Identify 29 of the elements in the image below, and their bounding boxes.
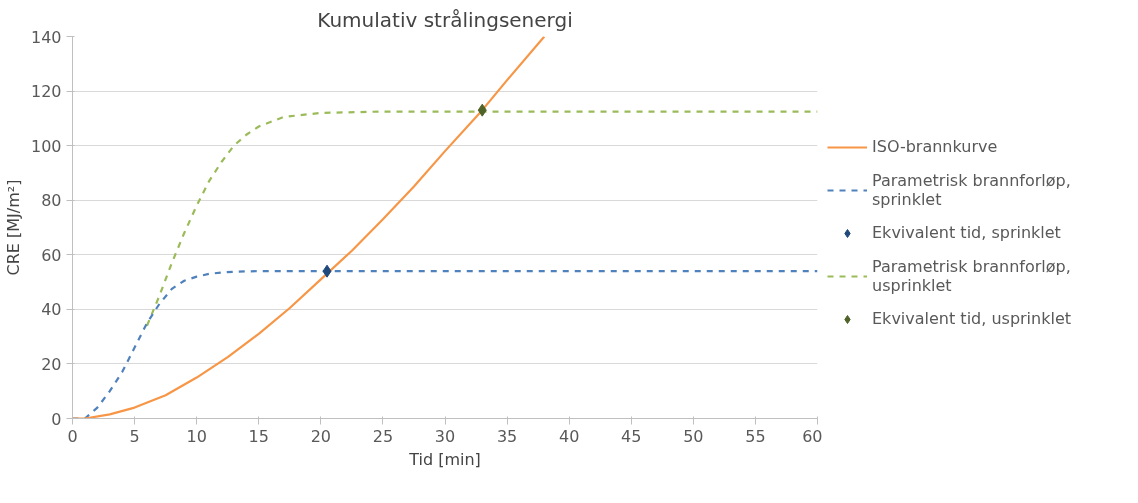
x-tick-label: 35 — [496, 426, 518, 446]
y-axis-title: CRE [MJ/m²] — [3, 179, 23, 276]
x-axis-title: Tid [min] — [408, 449, 481, 469]
x-tick-label: 50 — [683, 426, 704, 446]
legend-label: Parametrisk brannforløp, usprinklet — [872, 256, 1071, 295]
y-tick-label: 100 — [30, 136, 62, 156]
x-tick-label: 40 — [558, 426, 580, 446]
x-tick-label: 25 — [372, 426, 394, 446]
x-tick-label: 20 — [310, 426, 332, 446]
legend-label: Ekvivalent tid, sprinklet — [872, 223, 1061, 242]
x-tick-label: 45 — [621, 426, 642, 446]
x-tick-label: 15 — [248, 426, 269, 446]
x-tick-label: 5 — [129, 426, 140, 446]
x-tick-label: 0 — [67, 426, 78, 446]
legend-label: Ekvivalent tid, usprinklet — [872, 309, 1072, 328]
legend-label: Parametrisk brannforløp, sprinklet — [872, 170, 1071, 209]
x-tick-label: 10 — [186, 426, 207, 446]
y-tick-label: 40 — [41, 300, 62, 320]
chart-title: Kumulativ strålingsenergi — [317, 7, 573, 32]
x-tick-label: 60 — [802, 426, 823, 446]
y-tick-label: 120 — [30, 82, 62, 102]
y-tick-label: 0 — [51, 409, 62, 429]
y-tick-label: 80 — [41, 191, 62, 211]
x-tick-label: 30 — [434, 426, 456, 446]
y-tick-label: 20 — [41, 354, 62, 374]
y-tick-label: 140 — [30, 27, 62, 47]
legend-label: ISO-brannkurve — [872, 137, 998, 156]
x-tick-label: 55 — [745, 426, 766, 446]
y-tick-label: 60 — [41, 245, 62, 265]
